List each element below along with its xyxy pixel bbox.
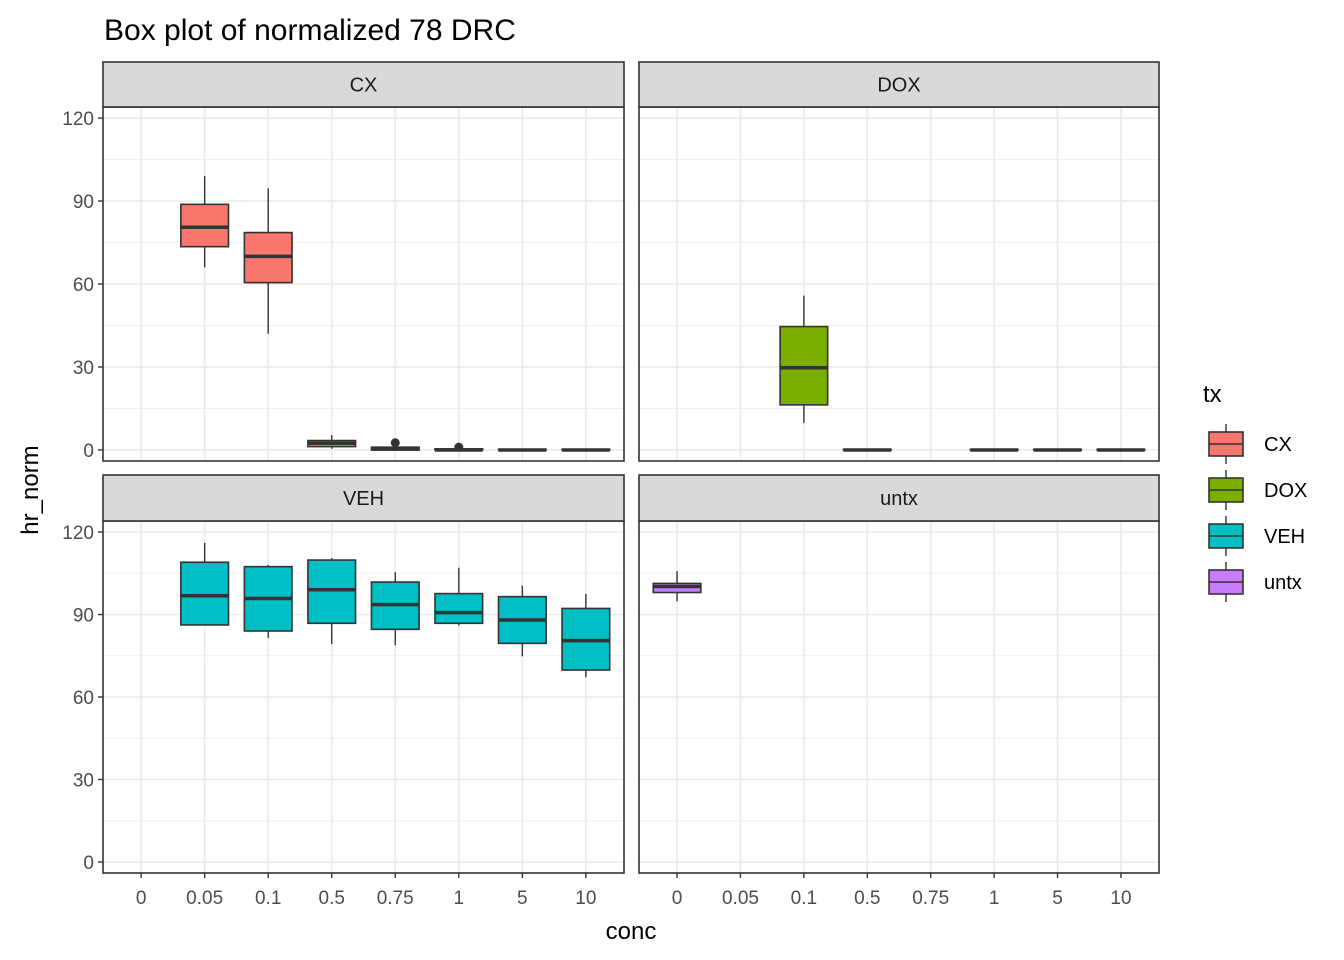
x-axis: 0 0.05 0.1 0.5 0.75 1 5 10 0 0.05 0.1 0.5 0.75 1 5 10 xyxy=(136,873,1132,909)
box-body xyxy=(434,592,484,625)
y-tick-label: 30 xyxy=(73,358,94,379)
box-VEH-10 xyxy=(561,593,611,678)
box-body xyxy=(180,203,230,248)
y-tick-label: 90 xyxy=(73,192,94,213)
box-DOX-0.5 xyxy=(842,448,892,452)
x-tick-label: 1 xyxy=(454,888,465,909)
box-CX-0.5 xyxy=(307,435,357,449)
outlier-point xyxy=(454,442,464,452)
y-tick-label: 0 xyxy=(83,441,94,462)
x-tick-label: 10 xyxy=(575,888,596,909)
box-CX-0.75 xyxy=(370,438,420,451)
x-tick-label: 0.5 xyxy=(854,888,880,909)
y-tick-label: 60 xyxy=(73,275,94,296)
legend-label: VEH xyxy=(1264,526,1305,548)
box-CX-1 xyxy=(434,442,484,452)
facet-panel-CX: CX xyxy=(102,61,625,462)
legend-key-CX: CX xyxy=(1208,424,1292,464)
box-DOX-10 xyxy=(1096,448,1146,452)
facet-strip-label: CX xyxy=(350,75,378,97)
facet-strip xyxy=(102,61,625,108)
y-tick-label: 120 xyxy=(62,109,94,130)
box-body xyxy=(779,325,829,406)
x-tick-label: 0.75 xyxy=(377,888,414,909)
x-tick-label: 0.1 xyxy=(255,888,281,909)
x-tick-label: 1 xyxy=(989,888,1000,909)
facet-strip-label: VEH xyxy=(343,488,384,510)
legend-title: tx xyxy=(1203,381,1222,408)
facet-strip xyxy=(638,61,1160,108)
box-DOX-5 xyxy=(1032,448,1083,452)
facet-panel-DOX: DOX xyxy=(638,61,1160,462)
legend-label: DOX xyxy=(1264,480,1307,502)
x-tick-label: 0.75 xyxy=(912,888,949,909)
box-VEH-5 xyxy=(497,585,547,657)
legend-key-DOX: DOX xyxy=(1208,470,1307,510)
box-DOX-1 xyxy=(969,448,1019,452)
outlier-point xyxy=(390,438,400,448)
box-CX-0.1 xyxy=(243,188,293,334)
facet-panels: CX DOX VEH untx xyxy=(102,61,1160,874)
y-tick-label: 0 xyxy=(83,853,94,874)
box-untx-0 xyxy=(652,571,702,602)
chart-title: Box plot of normalized 78 DRC xyxy=(104,14,516,47)
facet-panel-VEH: VEH xyxy=(102,474,625,874)
y-tick-label: 90 xyxy=(73,606,94,627)
x-tick-label: 0.1 xyxy=(791,888,817,909)
box-VEH-0.1 xyxy=(243,565,293,638)
box-CX-10 xyxy=(561,448,611,452)
y-tick-label: 30 xyxy=(73,771,94,792)
legend-label: CX xyxy=(1264,434,1292,456)
y-tick-label: 120 xyxy=(62,523,94,544)
legend-label: untx xyxy=(1264,572,1302,594)
box-VEH-1 xyxy=(434,567,484,626)
x-axis-title: conc xyxy=(606,918,657,945)
facet-strip xyxy=(638,474,1160,522)
box-CX-0.05 xyxy=(180,176,230,268)
x-tick-label: 0 xyxy=(136,888,147,909)
x-tick-label: 0.5 xyxy=(319,888,345,909)
x-tick-label: 0.05 xyxy=(722,888,759,909)
facet-strip-label: DOX xyxy=(877,75,920,97)
legend-key-VEH: VEH xyxy=(1208,516,1305,556)
facet-strip xyxy=(102,474,625,522)
box-DOX-0.1 xyxy=(779,295,829,423)
legend-key-untx: untx xyxy=(1208,562,1302,602)
facet-strip-label: untx xyxy=(880,488,918,510)
y-tick-label: 60 xyxy=(73,688,94,709)
x-tick-label: 0 xyxy=(672,888,683,909)
box-body xyxy=(307,559,357,625)
box-body xyxy=(180,561,230,626)
legend: tx CX DOX VEH untx xyxy=(1203,381,1307,602)
box-VEH-0.05 xyxy=(180,543,230,626)
box-CX-5 xyxy=(497,448,547,452)
box-VEH-0.5 xyxy=(307,558,357,644)
y-axis: 0 30 60 90 120 0 30 60 90 120 xyxy=(62,109,103,874)
facet-panel-untx: untx xyxy=(638,474,1160,874)
x-tick-label: 0.05 xyxy=(186,888,223,909)
x-tick-label: 5 xyxy=(517,888,528,909)
box-VEH-0.75 xyxy=(370,572,420,646)
y-axis-title: hr_norm xyxy=(17,445,44,534)
x-tick-label: 5 xyxy=(1052,888,1063,909)
x-tick-label: 10 xyxy=(1110,888,1131,909)
